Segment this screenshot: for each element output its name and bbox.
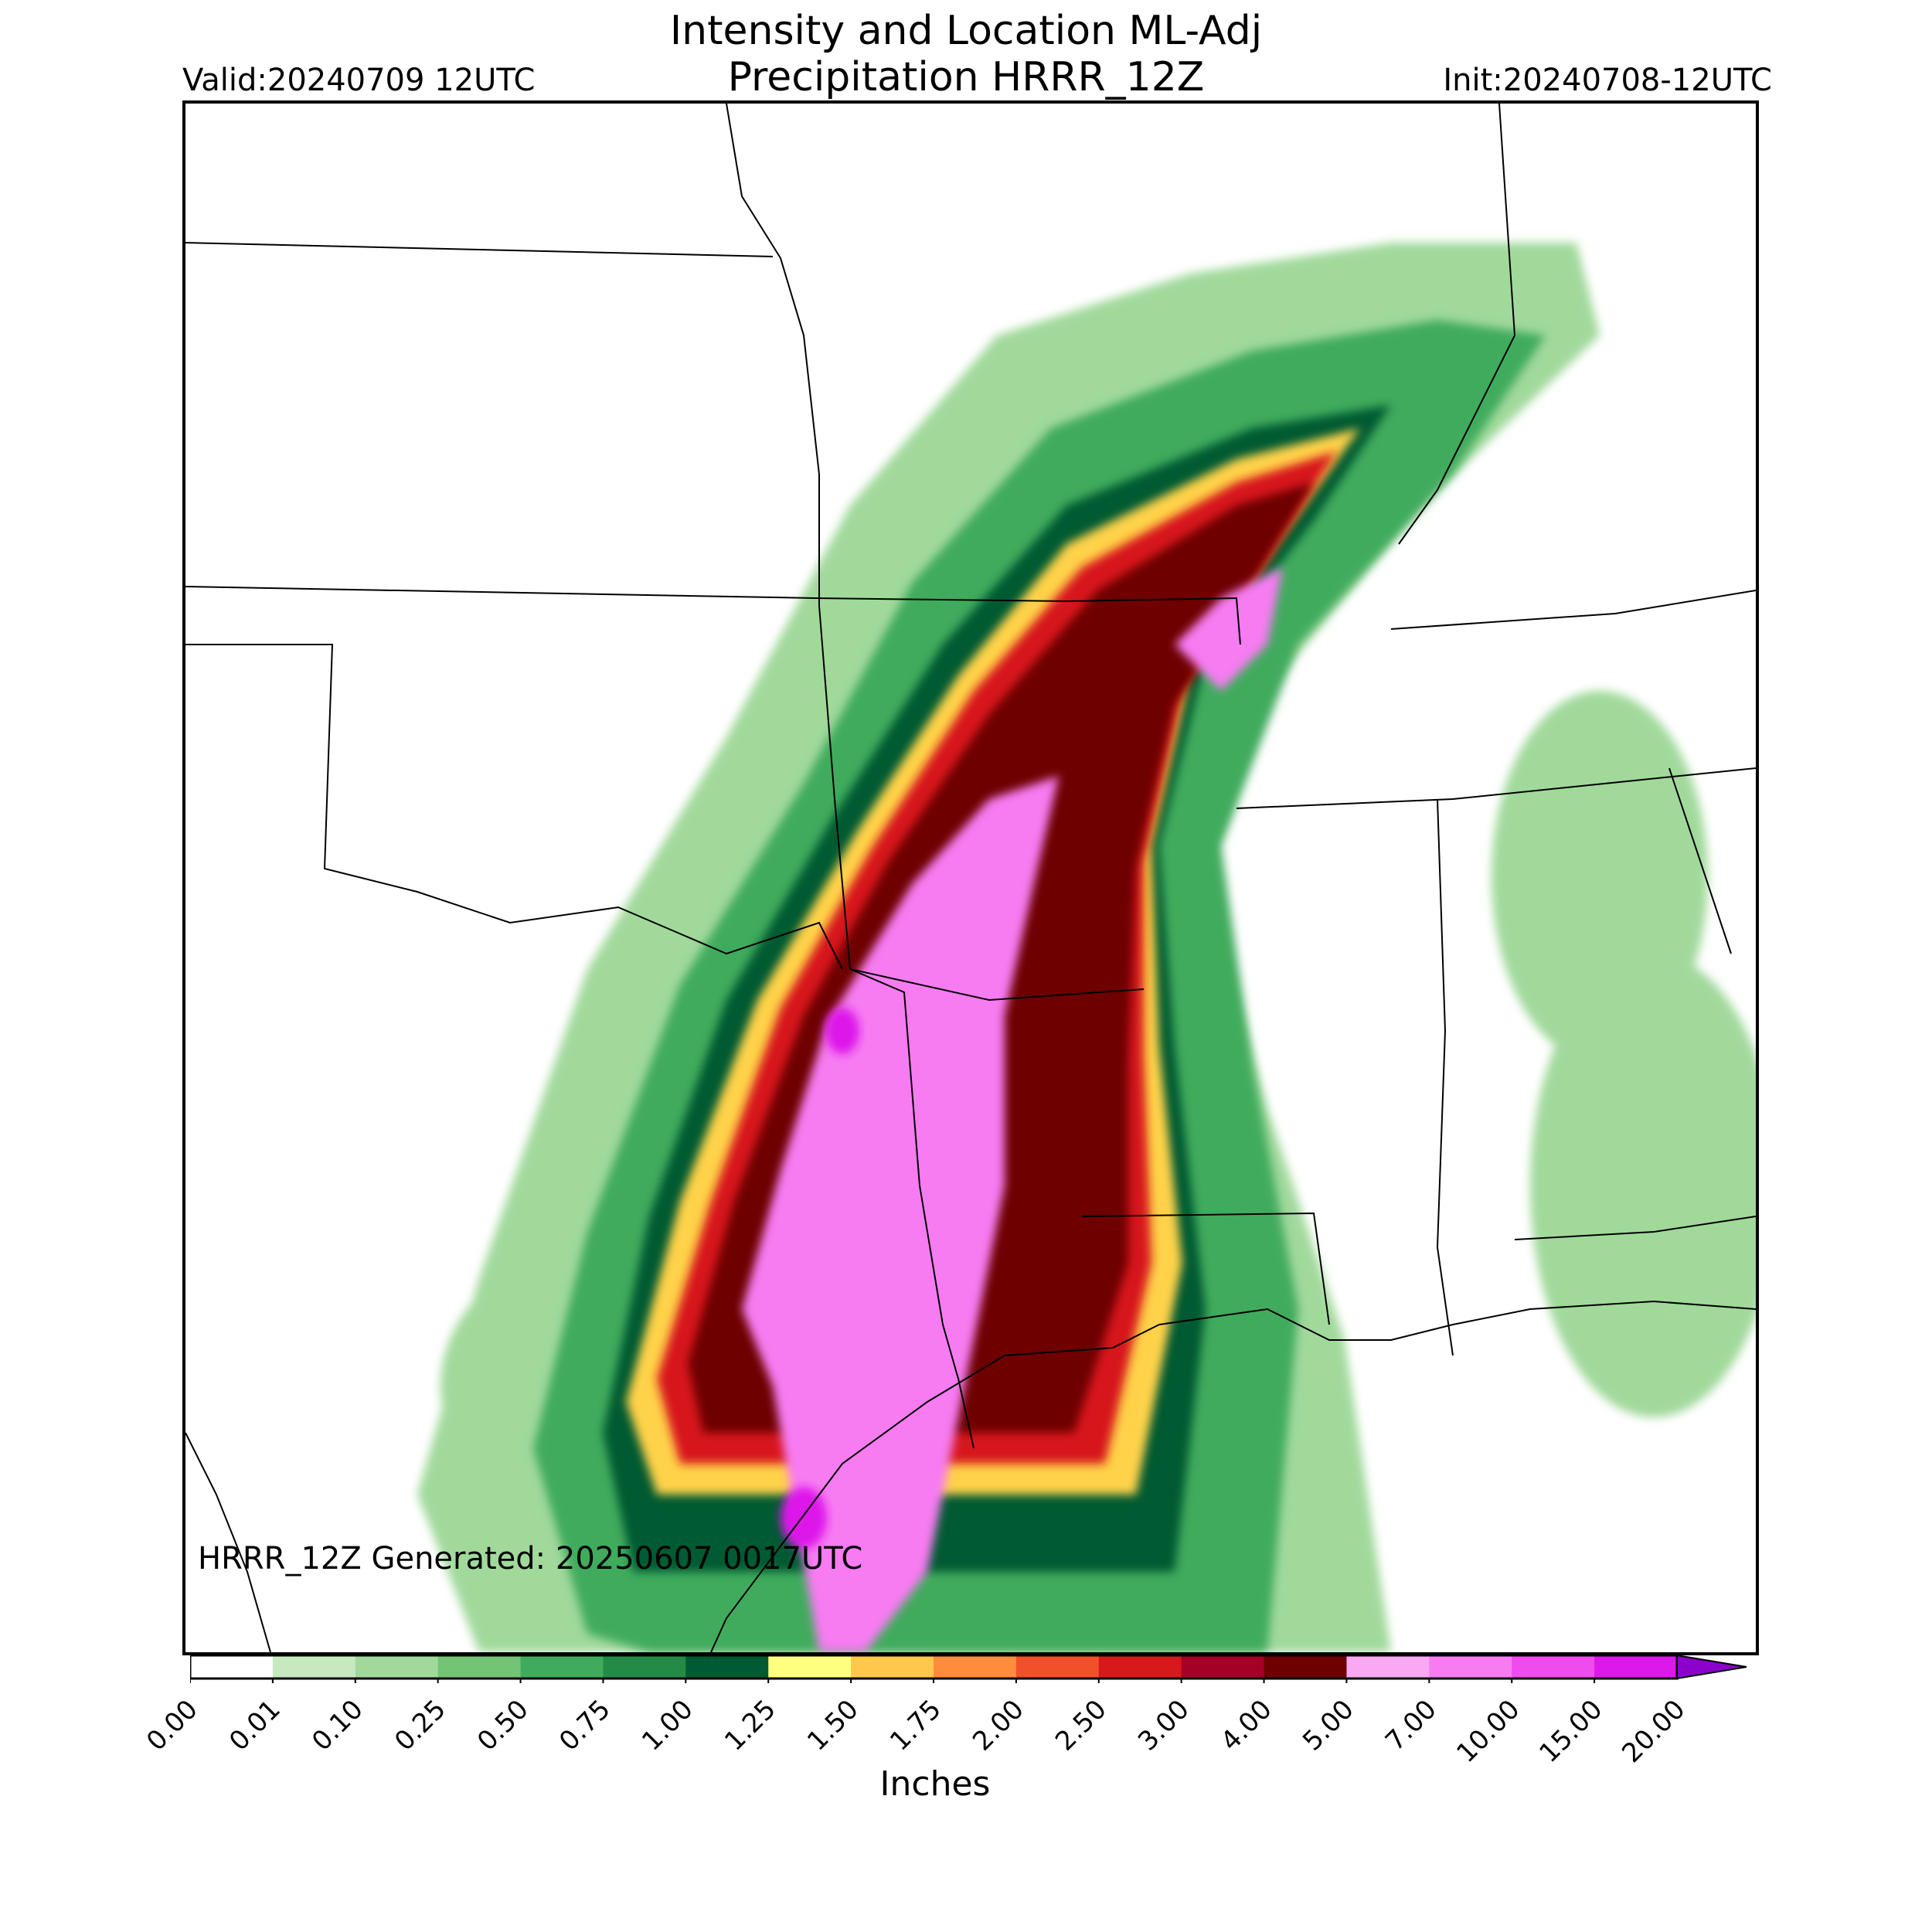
colorbar-segment: [520, 1655, 604, 1679]
colorbar-segment: [603, 1655, 686, 1679]
colorbar-tick-label: 3.00: [1131, 1693, 1196, 1757]
colorbar-segment: [1512, 1655, 1595, 1679]
colorbar-tick-label: 1.00: [636, 1693, 700, 1757]
colorbar-extend-arrow: [1676, 1654, 1747, 1680]
colorbar-tick-label: 4.00: [1214, 1693, 1278, 1757]
colorbar-segment: [1181, 1655, 1265, 1679]
colorbar-segment: [1594, 1655, 1678, 1679]
map-title-line-2: Precipitation HRRR_12Z: [727, 54, 1205, 100]
colorbar-segment: [1264, 1655, 1347, 1679]
precip-pink: [742, 567, 1283, 1652]
colorbar-tick-label: 2.50: [1049, 1693, 1113, 1757]
valid-time: Valid:20240709 12UTC: [182, 63, 536, 98]
colorbar-tick-label: 0.00: [141, 1693, 204, 1757]
colorbar-segment: [1015, 1655, 1100, 1679]
colorbar-tick-label: 0.25: [388, 1693, 452, 1757]
colorbar-tick-label: 0.50: [471, 1693, 535, 1757]
colorbar-segment: [851, 1655, 934, 1679]
colorbar-segment: [272, 1655, 356, 1679]
colorbar-tick-label: 2.00: [966, 1693, 1030, 1757]
colorbar-segment: [768, 1655, 852, 1679]
colorbar-tick-label: 1.25: [719, 1693, 783, 1757]
colorbar-tick-label: 15.00: [1533, 1693, 1609, 1769]
colorbar-tick-label: 20.00: [1616, 1693, 1692, 1769]
colorbar-tick-label: 5.00: [1297, 1693, 1361, 1757]
colorbar: [190, 1654, 1747, 1683]
colorbar-segment: [685, 1655, 769, 1679]
precip-magenta: [781, 1008, 859, 1549]
precipitation-map: [182, 100, 1759, 1655]
colorbar-segment: [1346, 1655, 1430, 1679]
colorbar-tick-label: 1.50: [801, 1693, 865, 1757]
colorbar-tick-label: 10.00: [1451, 1693, 1526, 1769]
colorbar-label: Inches: [879, 1764, 991, 1804]
colorbar-segment: [437, 1655, 522, 1679]
colorbar-tick-label: 0.01: [223, 1693, 287, 1757]
colorbar-segment: [1098, 1655, 1182, 1679]
colorbar-segment: [355, 1655, 439, 1679]
colorbar-tick-label: 1.75: [884, 1693, 947, 1757]
colorbar-segments: [190, 1655, 1678, 1683]
colorbar-segment: [190, 1655, 274, 1679]
generated-stamp: HRRR_12Z Generated: 20250607 0017UTC: [198, 1541, 863, 1577]
colorbar-tick-label: 7.00: [1379, 1693, 1444, 1757]
colorbar-segment: [1429, 1655, 1512, 1679]
init-time: Init:20240708-12UTC: [1443, 63, 1772, 98]
map-canvas: [185, 104, 1756, 1652]
colorbar-segment: [934, 1655, 1017, 1679]
colorbar-tick-label: 0.10: [305, 1693, 369, 1757]
colorbar-tick-label: 0.75: [553, 1693, 617, 1757]
map-title-line-1: Intensity and Location ML-Adj: [669, 8, 1263, 54]
state-boundaries: [185, 104, 1756, 1652]
